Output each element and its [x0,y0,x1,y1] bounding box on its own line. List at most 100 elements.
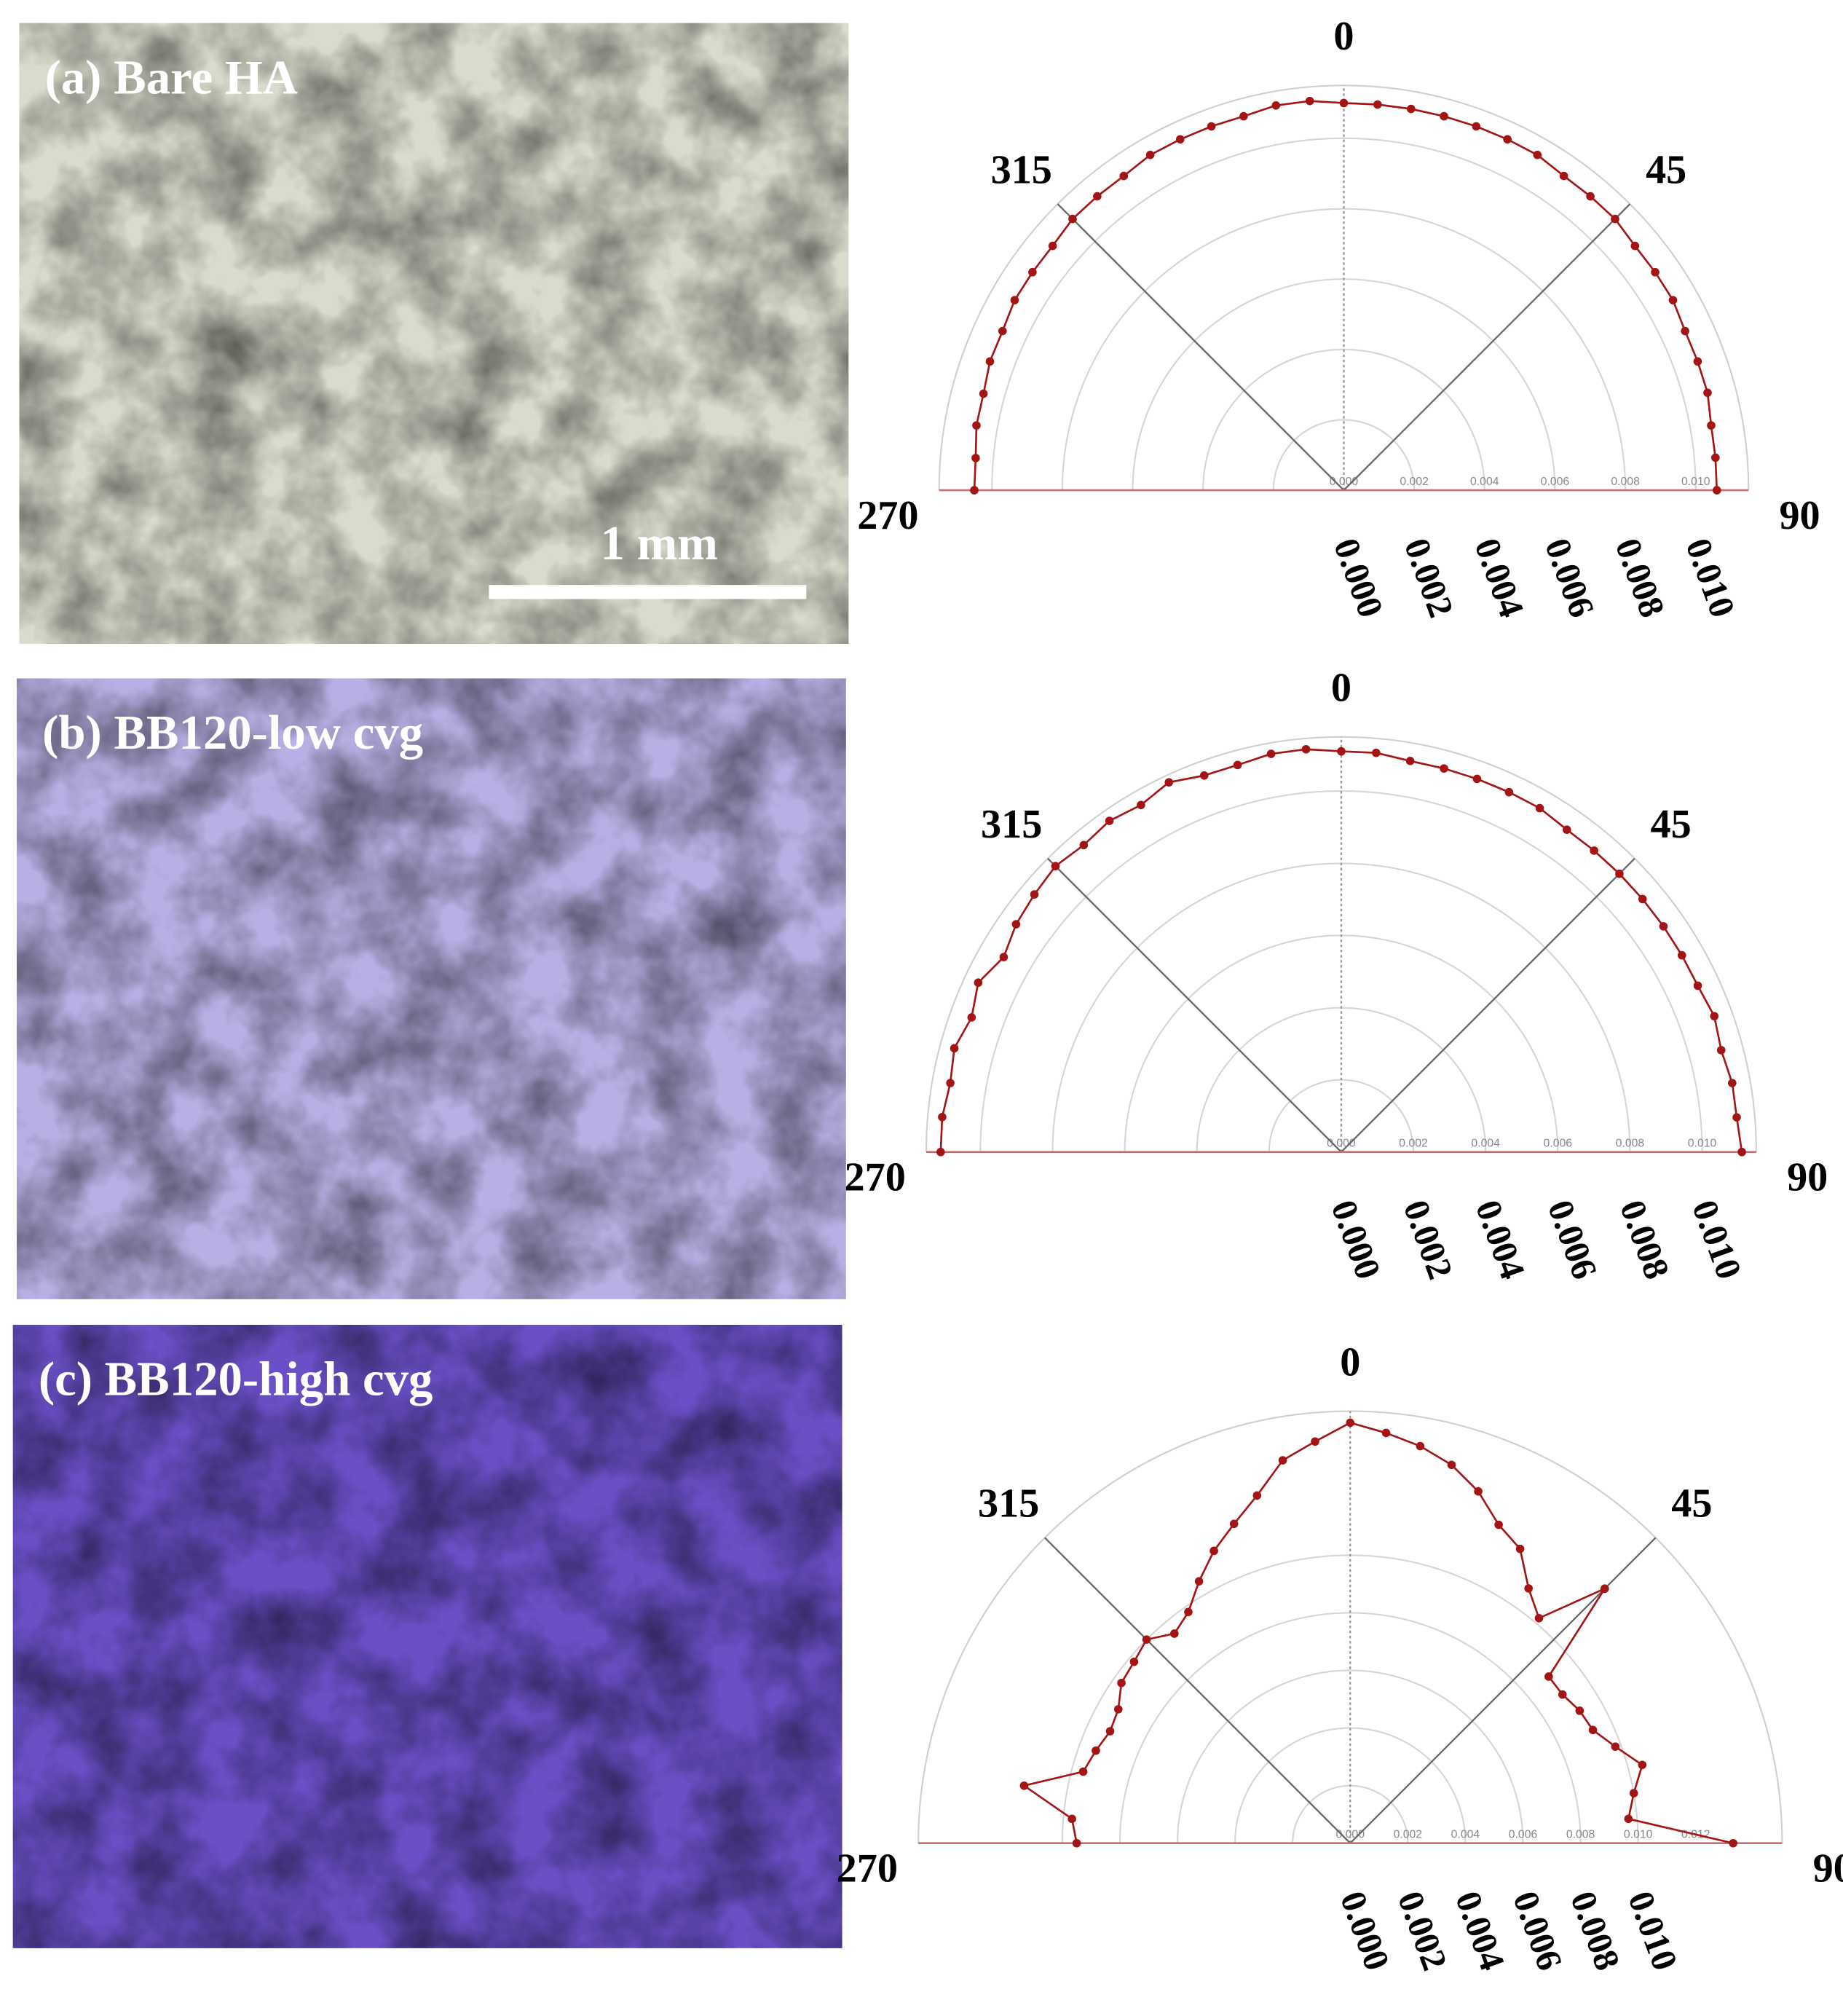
data-point [979,389,988,398]
angle-spoke [1349,1537,1657,1844]
data-point [1175,135,1185,144]
r-inner-tick-label: 0.002 [1399,1138,1428,1150]
grid-ring [991,137,1697,491]
r-tick-label: 0.008 [1612,1194,1678,1284]
data-point [1117,1678,1126,1688]
data-point [936,1147,945,1157]
data-point [1209,1546,1218,1556]
data-point [1728,1079,1737,1087]
angle-spoke [1341,857,1635,1153]
data-point [1092,1746,1100,1755]
r-tick-label: 0.008 [1608,533,1673,623]
angle-spoke [1057,203,1345,491]
angle-tick-label: 90 [1787,1154,1828,1200]
data-point [1711,453,1720,462]
r-tick-label: 0.002 [1397,533,1462,623]
data-point [1229,1519,1239,1529]
data-line [973,100,1718,491]
r-inner-tick-label: 0.010 [1688,1138,1717,1150]
data-point [1588,1725,1598,1735]
r-tick-label: 0.002 [1390,1886,1456,1976]
data-point [1659,922,1668,931]
data-point [1533,150,1542,160]
data-point [1629,1789,1638,1798]
data-point [1051,862,1060,871]
r-inner-tick-label: 0.008 [1616,1138,1645,1150]
data-point [1372,748,1381,757]
r-tick-label: 0.010 [1620,1886,1686,1976]
r-inner-tick-label: 0.006 [1509,1829,1538,1841]
data-point [1503,135,1512,144]
data-point [1068,214,1077,224]
data-point [1707,421,1716,430]
data-point [1524,1584,1534,1593]
data-point [1624,1814,1633,1824]
data-point [1416,1441,1425,1451]
angle-spoke [1343,203,1631,491]
angle-tick-label: 0 [1340,1339,1360,1385]
data-point [1010,296,1019,304]
data-point [1339,98,1349,108]
data-point [1535,803,1544,813]
data-point [999,953,1009,961]
r-tick-label: 0.000 [1326,533,1392,623]
angle-spoke [1047,857,1342,1153]
r-inner-tick-label: 0.000 [1330,476,1359,488]
data-point [1575,1706,1584,1715]
data-point [1406,104,1416,114]
data-point [1562,825,1571,835]
data-point [1019,1781,1029,1790]
r-tick-label: 0.002 [1396,1194,1461,1284]
data-point [971,454,980,462]
data-point [1611,1742,1620,1752]
data-point [970,486,979,495]
r-inner-tick-label: 0.000 [1335,1829,1365,1841]
data-point [1381,1428,1391,1438]
data-point [1737,1147,1746,1157]
data-point [974,978,983,988]
data-point [1301,744,1311,754]
data-point [1693,357,1702,366]
data-point [1164,778,1174,787]
r-inner-tick-label: 0.008 [1566,1829,1595,1841]
r-tick-label: 0.000 [1324,1194,1389,1284]
micrograph-texture [19,23,849,645]
data-point [1615,869,1624,878]
data-point [1311,1437,1319,1446]
data-point [1474,1487,1483,1496]
data-point [1119,171,1129,181]
data-point [1681,326,1689,336]
data-point [1558,1690,1567,1699]
data-point [1093,192,1102,201]
data-point [1515,1544,1525,1554]
data-point [1113,1705,1123,1714]
data-point [1137,800,1145,810]
r-tick-label: 0.010 [1678,533,1743,623]
data-point [1266,749,1276,758]
micrograph-texture [12,1324,842,1948]
data-point [1011,920,1021,929]
data-point [1072,1838,1081,1848]
angle-tick-label: 45 [1671,1481,1712,1527]
data-point [985,357,995,366]
data-point [1199,771,1209,780]
data-point [1048,241,1057,251]
data-point [1078,1767,1088,1776]
r-tick-label: 0.008 [1563,1886,1628,1976]
data-point [1207,122,1216,131]
data-point [1703,388,1712,398]
angle-tick-label: 270 [845,1154,906,1200]
r-tick-label: 0.004 [1467,533,1532,623]
data-line [1022,1422,1734,1845]
data-point [1710,1012,1719,1021]
r-inner-tick-label: 0.002 [1394,1829,1423,1841]
data-point [1677,950,1686,960]
angle-tick-label: 45 [1646,147,1686,192]
data-point [1233,760,1242,770]
angle-tick-label: 90 [1813,1846,1843,1891]
micrograph-texture [16,678,846,1299]
data-point [1346,1418,1355,1428]
data-point [1067,1814,1076,1824]
data-point [1630,241,1640,251]
angle-tick-label: 45 [1651,802,1692,847]
